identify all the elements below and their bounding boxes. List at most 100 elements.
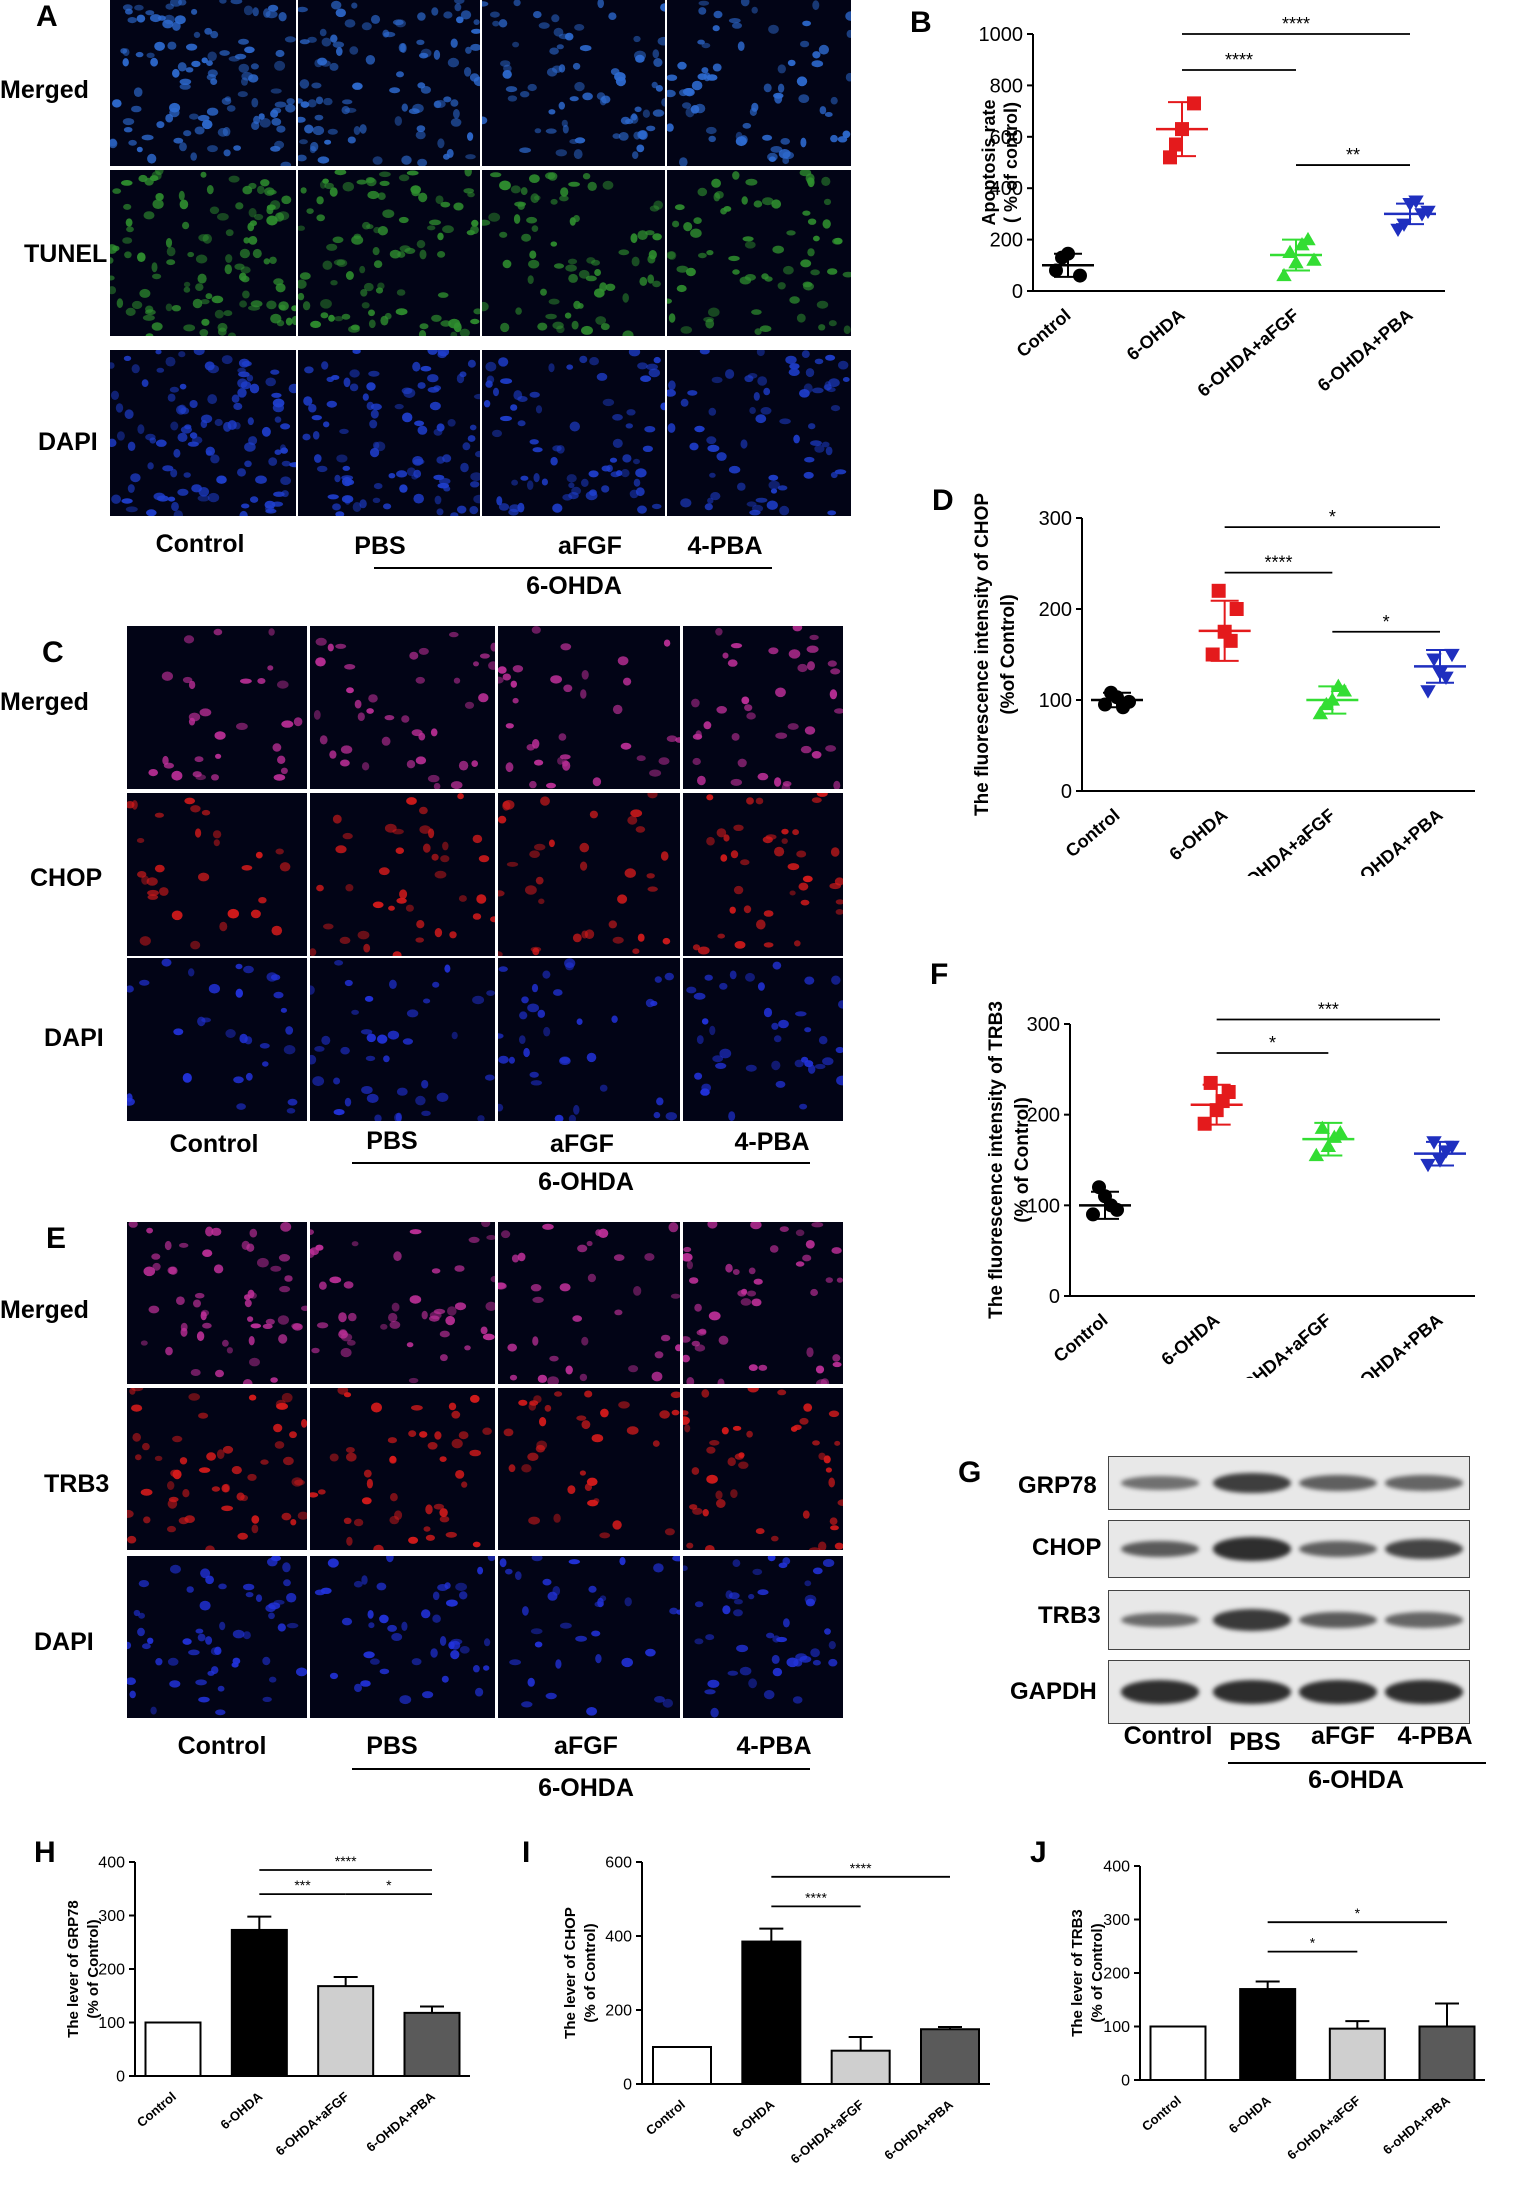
blot-strip-3 bbox=[1108, 1660, 1470, 1724]
sig-label-f-0: * bbox=[1269, 1033, 1276, 1053]
group-line-e bbox=[352, 1768, 810, 1770]
y-axis-label-j-1: (% of Control) bbox=[1089, 1923, 1106, 2022]
group-label-e: 6-OHDA bbox=[538, 1774, 634, 1802]
group-line-g bbox=[1228, 1762, 1486, 1764]
micrograph-c-r1-c2 bbox=[498, 793, 680, 956]
micrograph-e-r2-c3 bbox=[683, 1556, 843, 1718]
row-label-c-0: Merged bbox=[0, 688, 89, 716]
micrograph-c-r0-c2 bbox=[498, 626, 680, 789]
blot-band-1-2 bbox=[1299, 1541, 1377, 1557]
bar-i-0 bbox=[652, 2046, 712, 2085]
y-tick-label-h-4: 400 bbox=[98, 1855, 125, 1872]
micrograph-a-r1-c1 bbox=[298, 170, 480, 336]
blot-label-3: GAPDH bbox=[1010, 1678, 1097, 1705]
blot-band-3-2 bbox=[1299, 1680, 1377, 1704]
micrograph-c-r1-c3 bbox=[683, 793, 843, 956]
panel-letter-j: J bbox=[1030, 1836, 1047, 1869]
blot-band-0-1 bbox=[1213, 1472, 1291, 1494]
micrograph-e-r0-c0 bbox=[127, 1222, 307, 1384]
y-tick-label-b-4: 800 bbox=[990, 75, 1023, 97]
point-b-0-0 bbox=[1049, 263, 1063, 278]
y-axis-label-d-0: The fluorescence intensity of CHOP bbox=[972, 493, 993, 816]
bar-h-2 bbox=[317, 1985, 375, 2077]
micrograph-e-r0-c1 bbox=[310, 1222, 495, 1384]
y-tick-label-j-0: 0 bbox=[1121, 2073, 1130, 2090]
micrograph-e-r2-c2 bbox=[498, 1556, 680, 1718]
col-label-a-2: aFGF bbox=[558, 532, 622, 560]
row-label-a-0: Merged bbox=[0, 76, 89, 104]
y-axis-label-h-1: (% of Control) bbox=[85, 1919, 102, 2018]
point-b-1-3 bbox=[1169, 137, 1183, 152]
panel-letter-i: I bbox=[522, 1836, 530, 1869]
point-b-1-0 bbox=[1163, 150, 1177, 165]
y-tick-label-f-3: 300 bbox=[1027, 1014, 1060, 1036]
panel-letter-d: D bbox=[932, 484, 954, 517]
point-b-2-0 bbox=[1276, 267, 1292, 282]
blot-band-1-3 bbox=[1385, 1539, 1463, 1559]
micrograph-a-r1-c0 bbox=[110, 170, 296, 336]
y-tick-label-j-4: 400 bbox=[1103, 1859, 1130, 1876]
y-tick-label-i-3: 600 bbox=[605, 1855, 632, 1872]
col-label-c-0: Control bbox=[169, 1130, 259, 1158]
sig-label-d-2: * bbox=[1383, 612, 1390, 632]
micrograph-a-r2-c3 bbox=[667, 350, 851, 516]
point-f-3-3 bbox=[1426, 1136, 1442, 1150]
y-tick-label-f-0: 0 bbox=[1049, 1286, 1060, 1308]
y-tick-label-i-1: 200 bbox=[605, 2003, 632, 2020]
col-label-e-0: Control bbox=[177, 1732, 267, 1760]
point-b-3-4 bbox=[1408, 195, 1424, 209]
bar-i-3 bbox=[920, 2028, 980, 2086]
y-axis-label-f-0: The fluorescence intensity of TRB3 bbox=[986, 1001, 1007, 1319]
sig-label-j-1: * bbox=[1355, 1905, 1361, 1921]
panel-letter-h: H bbox=[34, 1836, 56, 1869]
y-axis-label-b-1: ( % of control) bbox=[1001, 102, 1021, 223]
blot-band-2-3 bbox=[1385, 1612, 1463, 1628]
point-f-0-0 bbox=[1086, 1207, 1100, 1222]
chart-i: I 0 200 400 600 The lever of CHOP (% of Contro… bbox=[522, 1836, 990, 2167]
bar-i-2 bbox=[830, 2049, 891, 2085]
point-d-1-3 bbox=[1211, 583, 1226, 598]
point-f-2-0 bbox=[1308, 1147, 1325, 1162]
row-label-c-1: CHOP bbox=[30, 864, 103, 892]
y-tick-label-h-3: 300 bbox=[98, 1908, 125, 1925]
x-tick-label-f-3: 6-OHDA+PBA bbox=[1344, 1310, 1447, 1378]
micrograph-a-r2-c2 bbox=[482, 350, 665, 516]
blot-strip-2 bbox=[1108, 1590, 1470, 1650]
blot-band-1-1 bbox=[1213, 1537, 1291, 1561]
x-tick-label-d-1: 6-OHDA bbox=[1166, 805, 1232, 865]
micrograph-e-r1-c1 bbox=[310, 1388, 495, 1550]
point-d-3-3 bbox=[1426, 653, 1442, 667]
point-b-3-3 bbox=[1396, 218, 1412, 232]
sig-label-f-1: *** bbox=[1318, 999, 1339, 1019]
point-b-2-4 bbox=[1294, 237, 1310, 251]
row-label-e-2: DAPI bbox=[34, 1628, 94, 1656]
x-tick-label-j-3: 6-oHDA+PBA bbox=[1380, 2092, 1453, 2157]
micrograph-c-r2-c1 bbox=[310, 958, 495, 1121]
bar-j-3 bbox=[1418, 2025, 1476, 2081]
x-tick-label-i-2: 6-OHDA+aFGF bbox=[788, 2097, 867, 2167]
row-label-e-1: TRB3 bbox=[44, 1470, 110, 1498]
x-tick-label-h-1: 6-OHDA bbox=[217, 2088, 265, 2132]
blot-band-0-2 bbox=[1299, 1475, 1377, 1491]
blot-strip-0 bbox=[1108, 1456, 1470, 1510]
y-tick-label-j-3: 300 bbox=[1103, 1912, 1130, 1929]
chart-d: D 0 100 200 300 The fluorescence intensity of… bbox=[932, 484, 1475, 876]
micrograph-c-r1-c0 bbox=[127, 793, 307, 956]
y-axis-label-h-0: The lever of GRP78 bbox=[65, 1900, 82, 2038]
micrograph-e-r1-c2 bbox=[498, 1388, 680, 1550]
point-b-0-2 bbox=[1073, 268, 1087, 283]
y-tick-label-h-2: 200 bbox=[98, 1962, 125, 1979]
micrograph-c-r0-c1 bbox=[310, 626, 495, 789]
x-tick-label-j-2: 6-OHDA+aFGF bbox=[1284, 2093, 1363, 2163]
col-label-e-2: aFGF bbox=[554, 1732, 618, 1760]
point-b-0-3 bbox=[1055, 250, 1069, 265]
blot-band-2-0 bbox=[1121, 1612, 1199, 1628]
col-label-a-3: 4-PBA bbox=[687, 532, 763, 560]
y-axis-label-i-0: The lever of CHOP bbox=[562, 1907, 579, 2039]
x-tick-label-b-2: 6-OHDA+aFGF bbox=[1194, 305, 1303, 401]
point-d-1-0 bbox=[1205, 647, 1220, 662]
y-tick-label-f-1: 100 bbox=[1027, 1195, 1060, 1217]
x-tick-label-b-3: 6-OHDA+PBA bbox=[1314, 305, 1417, 396]
micrograph-c-r2-c0 bbox=[127, 958, 307, 1121]
x-tick-label-i-1: 6-OHDA bbox=[729, 2096, 777, 2140]
